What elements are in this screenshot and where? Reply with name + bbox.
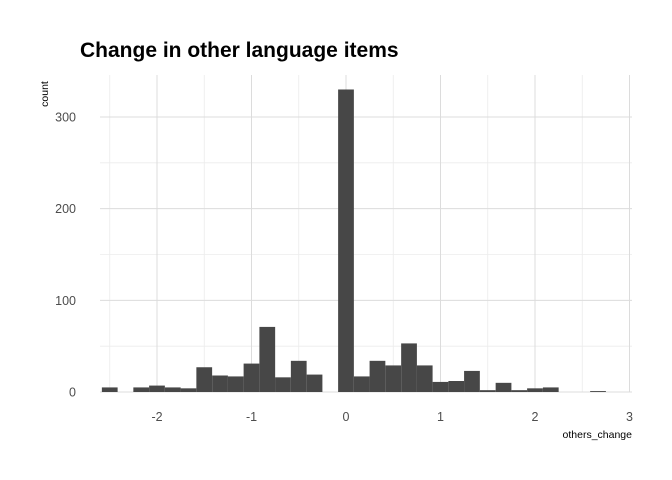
tick-labels: -2 -1 0 1 2 3 0 100 200 300 — [55, 110, 633, 424]
histogram-bar-15 — [338, 89, 354, 393]
histogram-bar-18 — [385, 365, 402, 392]
histogram-bar-13 — [306, 374, 323, 392]
histogram-bar-25 — [495, 382, 512, 392]
histogram-bar-31 — [590, 391, 606, 392]
histogram-bar-5 — [180, 388, 197, 392]
histogram-bar-28 — [542, 387, 559, 392]
x-tick-label-0: -2 — [151, 410, 162, 424]
bars-group — [101, 89, 606, 393]
y-axis-label: count — [39, 81, 51, 107]
x-axis-label: others_change — [563, 429, 633, 441]
histogram-bar-19 — [401, 343, 417, 392]
y-tick-label-3: 300 — [55, 110, 76, 124]
histogram-bar-17 — [369, 360, 386, 392]
y-tick-label-2: 200 — [55, 202, 76, 216]
y-tick-label-0: 0 — [69, 386, 76, 400]
histogram-bar-27 — [527, 388, 543, 392]
histogram-bar-20 — [416, 365, 433, 392]
histogram-bar-21 — [432, 381, 449, 392]
histogram-bar-16 — [353, 376, 370, 392]
histogram-bar-22 — [448, 381, 465, 392]
x-tick-label-4: 2 — [532, 410, 539, 424]
histogram-bar-7 — [212, 375, 228, 392]
x-tick-label-3: 1 — [437, 410, 444, 424]
x-tick-label-2: 0 — [343, 410, 350, 424]
histogram-bar-8 — [227, 376, 244, 392]
histogram-bar-6 — [196, 367, 213, 392]
histogram-bar-24 — [479, 390, 496, 392]
histogram-bar-10 — [259, 326, 276, 392]
x-tick-label-5: 3 — [626, 410, 633, 424]
histogram-bar-12 — [290, 360, 307, 392]
histogram-bar-2 — [133, 387, 150, 392]
histogram-bar-4 — [164, 387, 181, 392]
x-tick-label-1: -1 — [246, 410, 257, 424]
histogram-bar-9 — [243, 363, 260, 392]
histogram-bar-3 — [149, 385, 165, 392]
histogram-bar-23 — [464, 370, 480, 392]
histogram-bar-26 — [511, 390, 528, 392]
chart-title: Change in other language items — [80, 39, 399, 62]
histogram-bar-11 — [275, 377, 291, 392]
grid-lines — [100, 75, 632, 393]
y-tick-label-1: 100 — [55, 294, 76, 308]
histogram-bar-0 — [101, 387, 118, 392]
